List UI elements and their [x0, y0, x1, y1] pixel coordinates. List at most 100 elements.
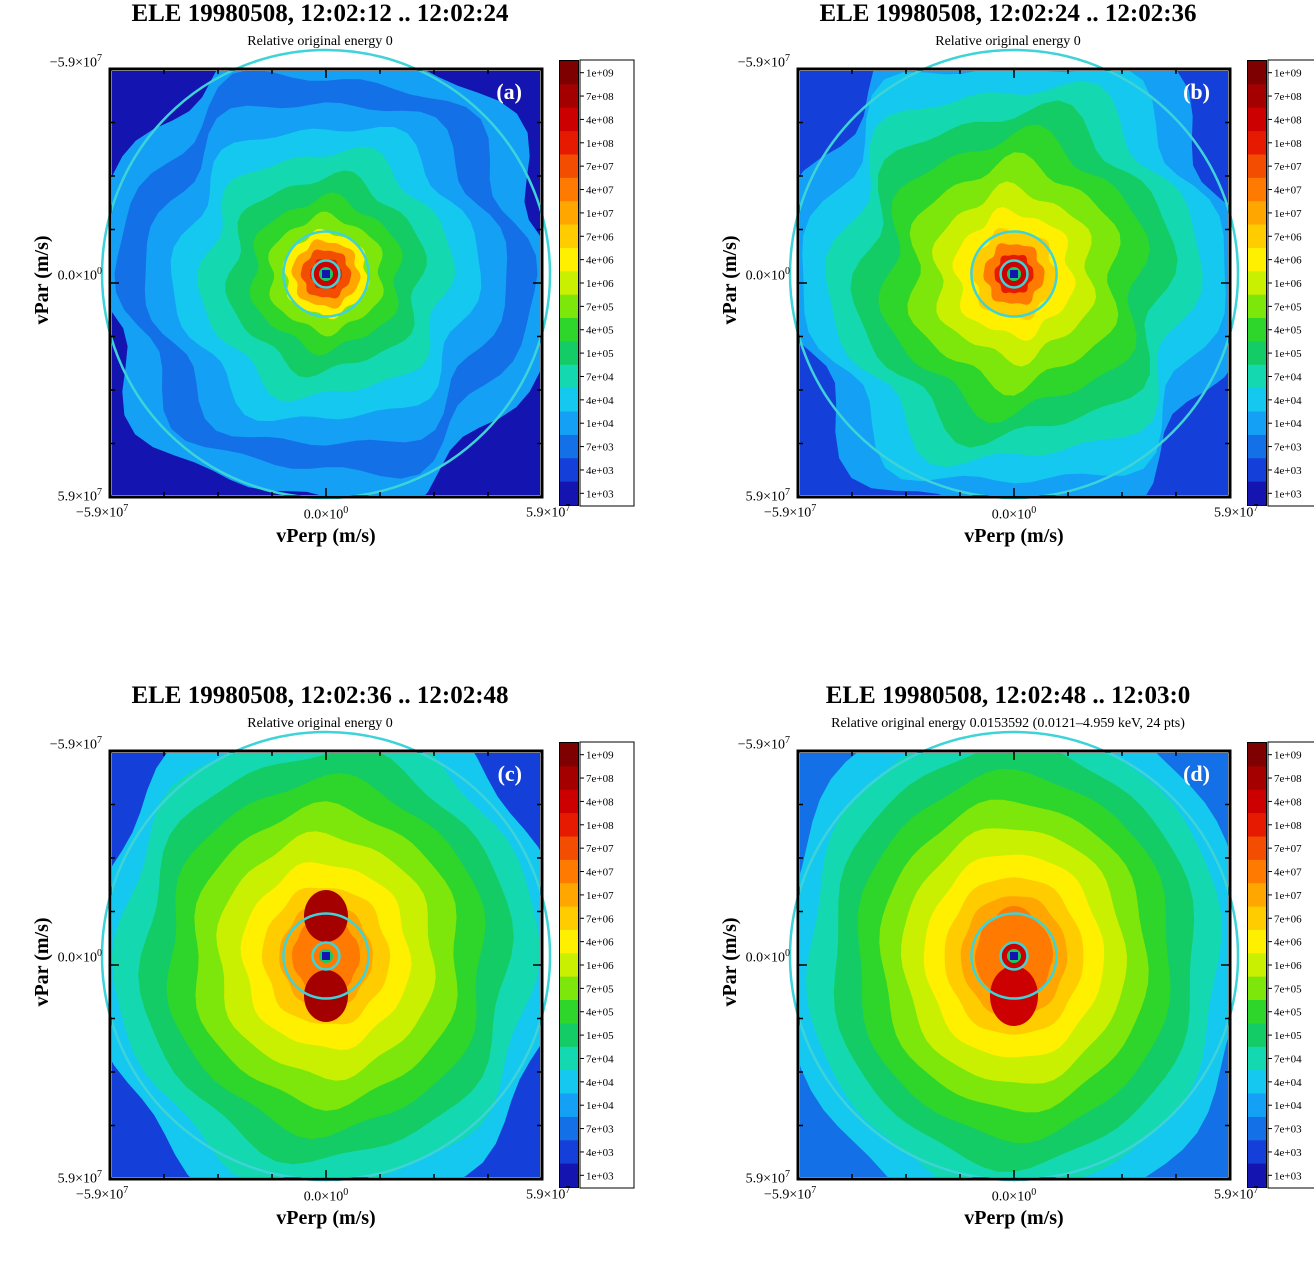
colorbar-swatch [1248, 1023, 1266, 1048]
colorbar-swatch [1248, 154, 1266, 179]
colorbar-label: 4e+03 [1274, 465, 1302, 477]
colorbar-label: 7e+06 [586, 913, 614, 925]
colorbar-label: 4e+03 [1274, 1147, 1302, 1159]
core-center [322, 270, 330, 278]
panel-label: (c) [498, 761, 522, 786]
panel-label: (d) [1183, 761, 1210, 786]
colorbar-label: 4e+07 [586, 867, 614, 879]
energy-circle [282, 230, 370, 318]
colorbar-label: 4e+06 [586, 255, 614, 267]
x-tick-label: 0.0×100 [303, 505, 349, 523]
colorbar-swatch [560, 1093, 578, 1118]
chart-subtitle: Relative original energy 0 [247, 34, 393, 49]
colorbar-label: 7e+08 [1274, 91, 1302, 103]
colorbar-swatch [1248, 906, 1266, 931]
colorbar-label: 7e+05 [586, 983, 614, 995]
colorbar-swatch [560, 1140, 578, 1165]
heatmap-svg: (b) 1e+09 7e+08 4e+08 1e+08 7e+07 4e+07 1e+07 7e… [788, 48, 1314, 507]
colorbar-swatch [560, 434, 578, 459]
colorbar-swatch [560, 789, 578, 814]
colorbar-label: 4e+06 [1274, 255, 1302, 267]
colorbar-swatch [560, 859, 578, 884]
x-tick-label: 5.9×107 [526, 503, 571, 521]
x-tick-label: 5.9×107 [1214, 503, 1259, 521]
lobe [304, 970, 348, 1022]
colorbar-label: 1e+09 [586, 750, 614, 762]
colorbar-label: 1e+03 [1274, 1170, 1302, 1182]
y-tick-label: −5.9×107 [49, 735, 102, 753]
colorbar-swatch [1248, 743, 1266, 767]
colorbar-swatch [1248, 1116, 1266, 1141]
energy-circle [970, 230, 1058, 318]
colorbar-label: 7e+07 [1274, 161, 1302, 173]
colorbar-label: 1e+07 [586, 890, 614, 902]
colorbar-label: 7e+07 [586, 843, 614, 855]
colorbar-swatch [560, 388, 578, 413]
x-axis-label: vPerp (m/s) [276, 1207, 376, 1229]
colorbar-label: 7e+03 [1274, 442, 1302, 454]
colorbar-label: 1e+09 [1274, 68, 1302, 80]
colorbar-label: 1e+04 [1274, 1100, 1302, 1112]
x-tick-label: 0.0×100 [991, 505, 1037, 523]
y-tick-label: 5.9×107 [57, 1169, 102, 1187]
colorbar-label: 7e+06 [1274, 231, 1302, 243]
colorbar-swatch [1248, 1093, 1266, 1118]
colorbar-label: 1e+03 [586, 488, 614, 500]
colorbar-label: 4e+06 [1274, 937, 1302, 949]
colorbar-label: 1e+08 [1274, 138, 1302, 150]
chart-subtitle: Relative original energy 0 [935, 34, 1081, 49]
x-tick-label: 5.9×107 [1214, 1185, 1259, 1203]
energy-circle [999, 941, 1029, 971]
colorbar-label: 1e+04 [586, 418, 614, 430]
x-axis-label: vPerp (m/s) [964, 1207, 1064, 1229]
colorbar-label: 7e+05 [1274, 301, 1302, 313]
colorbar-swatch [1248, 131, 1266, 155]
colorbar-swatch [1248, 107, 1266, 132]
colorbar-swatch [1248, 1140, 1266, 1165]
y-axis-label: vPar (m/s) [719, 235, 742, 325]
colorbar-label: 1e+08 [586, 820, 614, 832]
panel-label: (b) [1183, 79, 1210, 104]
colorbar-swatch [1248, 766, 1266, 791]
colorbar-swatch [1248, 789, 1266, 814]
colorbar-label: 7e+05 [1274, 983, 1302, 995]
colorbar-swatch [560, 1116, 578, 1141]
colorbar-swatch [1248, 1000, 1266, 1024]
colorbar-label: 1e+07 [1274, 890, 1302, 902]
colorbar-swatch [1248, 388, 1266, 413]
colorbar-label: 7e+04 [1274, 371, 1302, 383]
colorbar-swatch [1248, 247, 1266, 272]
colorbar-swatch [560, 1163, 578, 1188]
colorbar-label: 4e+04 [1274, 395, 1302, 407]
colorbar-swatch [1248, 883, 1266, 908]
chart-subtitle: Relative original energy 0 [247, 716, 393, 731]
y-tick-label: 0.0×100 [745, 266, 790, 284]
y-tick-label: −5.9×107 [737, 735, 790, 753]
colorbar-swatch [1248, 84, 1266, 109]
colorbar-swatch [560, 177, 578, 202]
colorbar-label: 7e+06 [1274, 913, 1302, 925]
panel-1: ELE 19980508, 12:02:24 .. 12:02:36 Relati… [688, 0, 1314, 600]
colorbar-label: 1e+06 [586, 278, 614, 290]
core-center [1010, 952, 1018, 960]
colorbar-swatch [560, 318, 578, 342]
colorbar-swatch [1248, 1046, 1266, 1071]
colorbar-swatch [560, 84, 578, 109]
y-tick-label: 0.0×100 [57, 266, 102, 284]
x-axis-label: vPerp (m/s) [964, 525, 1064, 547]
chart-title: ELE 19980508, 12:02:48 .. 12:03:0 [825, 682, 1191, 709]
colorbar-swatch [1248, 929, 1266, 954]
panel-3: ELE 19980508, 12:02:48 .. 12:03:0 Relativ… [688, 682, 1314, 1282]
colorbar-label: 1e+08 [586, 138, 614, 150]
colorbar-swatch [560, 1070, 578, 1095]
x-tick-label: −5.9×107 [764, 1185, 817, 1203]
panel-label: (a) [496, 79, 522, 104]
chart-title: ELE 19980508, 12:02:12 .. 12:02:24 [131, 0, 509, 27]
colorbar-swatch [560, 154, 578, 179]
energy-circle [311, 941, 341, 971]
colorbar-swatch [560, 906, 578, 931]
colorbar-label: 1e+03 [586, 1170, 614, 1182]
colorbar-label: 1e+09 [1274, 750, 1302, 762]
colorbar-label: 4e+07 [1274, 185, 1302, 197]
chart-title: ELE 19980508, 12:02:36 .. 12:02:48 [131, 682, 509, 709]
